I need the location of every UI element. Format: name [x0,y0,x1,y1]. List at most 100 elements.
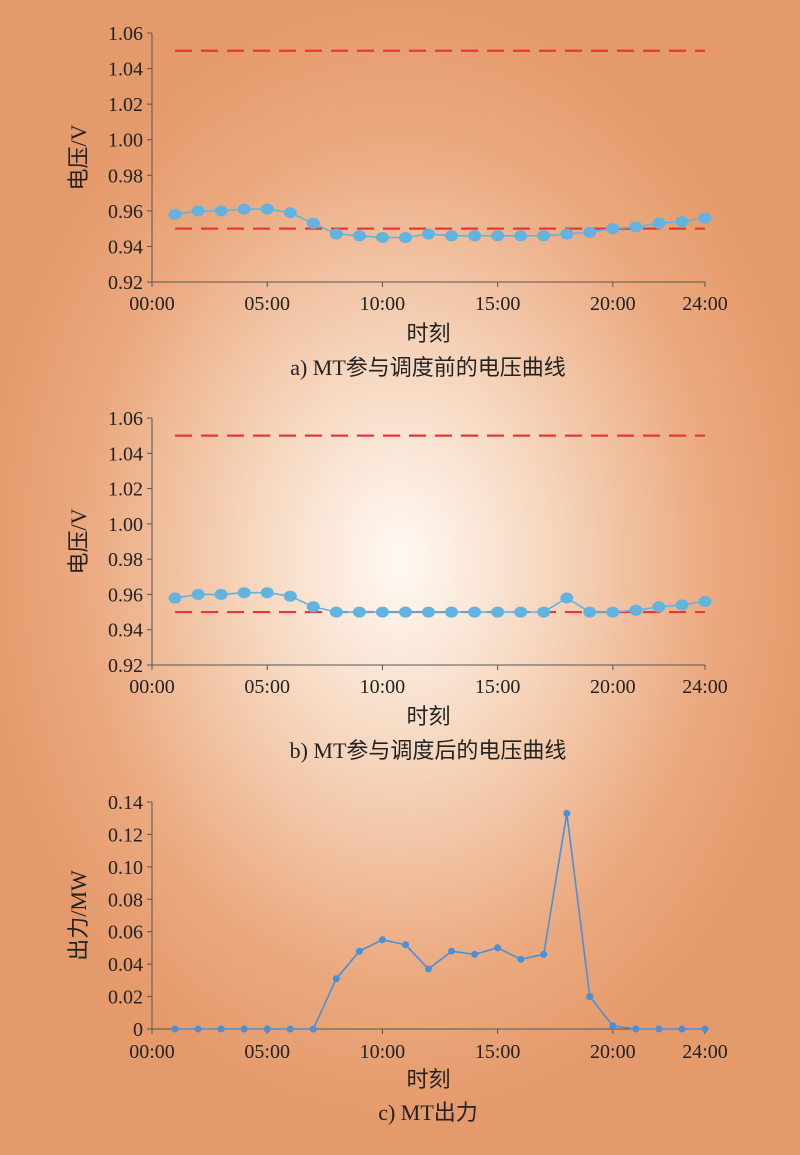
chart-c-data-point [286,1025,294,1033]
chart-a-data-point [168,208,182,220]
chart-c-data-point [632,1025,640,1033]
chart-a-y-tick-label: 1.00 [108,130,143,152]
chart-c-data-point [217,1025,225,1033]
chart-c-x-tick-label: 10:00 [360,1041,406,1063]
chart-a-x-tick-label: 00:00 [129,293,175,315]
chart-b-data-point [468,606,482,618]
chart-b-data-point [491,606,505,618]
chart-b-data-point [629,604,643,616]
chart-c-x-axis-label: 时刻 [406,1067,450,1092]
chart-b-data-point [283,590,297,602]
chart-c-y-tick-label: 0.02 [108,987,143,1009]
chart-b-data-point [560,592,574,604]
chart-b-data-point [306,601,320,613]
chart-b-y-tick-label: 0.96 [108,584,143,606]
chart-a-x-axis-label: 时刻 [406,321,450,346]
chart-a-data-point [537,230,551,242]
chart-c-data-point [586,993,594,1001]
chart-b-y-tick-label: 1.04 [108,443,143,465]
chart-b-data-point [237,587,251,599]
chart-a-y-axis-label: 电压/V [66,124,91,190]
chart-a-data-point [468,230,482,242]
chart-b-data-point [422,606,435,618]
chart-c-y-tick-label: 0.10 [108,857,143,879]
chart-a-data-point [652,217,666,229]
chart-c-y-tick-label: 0.08 [108,889,143,911]
chart-a-data-point [698,212,712,224]
chart-a-y-tick-label: 0.96 [108,201,143,223]
chart-c-data-point [678,1025,686,1033]
chart-a-data-point [260,203,274,215]
chart-a-x-tick-label: 24:00 [682,293,728,315]
chart-b-data-point [652,601,666,613]
chart-b-data-point [329,606,343,618]
chart-a-y-tick-label: 1.04 [108,59,143,81]
chart-c-y-tick-label: 0.14 [108,792,143,814]
chart-c-data-point [309,1025,317,1033]
chart-c-y-tick-label: 0.12 [108,824,143,846]
chart-b-data-point [445,606,458,618]
chart-a-caption: a) MT参与调度前的电压曲线 [290,355,566,380]
chart-c-data-point [494,944,502,952]
chart-b-series-line [174,591,706,613]
chart-c-data-point [540,950,548,958]
chart-a-data-point [445,230,458,242]
chart-b-x-axis-label: 时刻 [406,704,450,729]
chart-a-data-point [237,203,251,215]
chart-c-data-point [378,936,386,944]
chart-a-data-point [375,232,389,243]
chart-c-data-point [563,809,571,817]
chart-c-x-tick-label: 00:00 [129,1041,175,1063]
chart-b-caption: b) MT参与调度后的电压曲线 [290,738,567,763]
chart-a-data-point [560,228,574,240]
chart-b-data-point [191,588,205,600]
chart-b-y-axis-label: 电压/V [66,508,91,574]
chart-c-data-point [448,947,455,955]
chart-c-data-point [355,947,363,955]
chart-c-y-tick-label: 0.06 [108,922,143,944]
chart-b-x-tick-label: 10:00 [360,676,406,698]
chart-b-y-tick-label: 0.94 [108,620,143,642]
chart-a-data-point [399,232,412,243]
chart-a-data-point [514,230,528,242]
chart-b-x-tick-label: 20:00 [590,676,636,698]
chart-b-data-point [260,587,274,599]
chart-a-data-point [491,230,505,242]
chart-a-data-point [422,228,435,240]
chart-b-x-tick-label: 05:00 [244,676,290,698]
chart-b-data-point [537,606,551,618]
chart-c-y-tick-label: 0 [133,1019,143,1041]
chart-a-x-tick-label: 10:00 [360,293,406,315]
chart-b-x-tick-label: 24:00 [682,676,728,698]
chart-b-data-point [352,606,366,618]
chart-b-x-tick-label: 15:00 [475,676,521,698]
chart-c-data-point [701,1025,709,1033]
chart-c-data-point [655,1025,663,1033]
chart-b-data-point [698,596,712,607]
chart-a-data-point [329,228,343,240]
chart-a-x-tick-label: 15:00 [475,293,521,315]
chart-b-data-point [214,588,228,600]
chart-c-data-point [402,941,409,949]
chart-c-data-point [517,955,525,963]
chart-c-data-point [171,1025,179,1033]
chart-a-y-tick-label: 0.92 [108,272,143,294]
chart-b-data-point [583,606,597,618]
chart-c-x-tick-label: 05:00 [244,1041,290,1063]
chart-c-series-line [175,813,705,1030]
chart-a-data-point [629,221,643,233]
chart-a-x-tick-label: 20:00 [590,293,636,315]
chart-a-data-point [306,217,320,229]
chart-c-y-axis-label: 出力/MW [66,870,91,961]
chart-b-data-point [168,592,182,604]
chart-c-data-point [425,965,432,973]
chart-b-y-tick-label: 1.06 [108,408,143,430]
chart-b-data-point [375,606,389,618]
chart-c-data-point [471,950,479,958]
chart-c-data-point [609,1022,617,1030]
chart-b-y-tick-label: 1.02 [108,479,143,501]
chart-a-data-point [283,207,297,219]
chart-b-data-point [606,606,620,618]
